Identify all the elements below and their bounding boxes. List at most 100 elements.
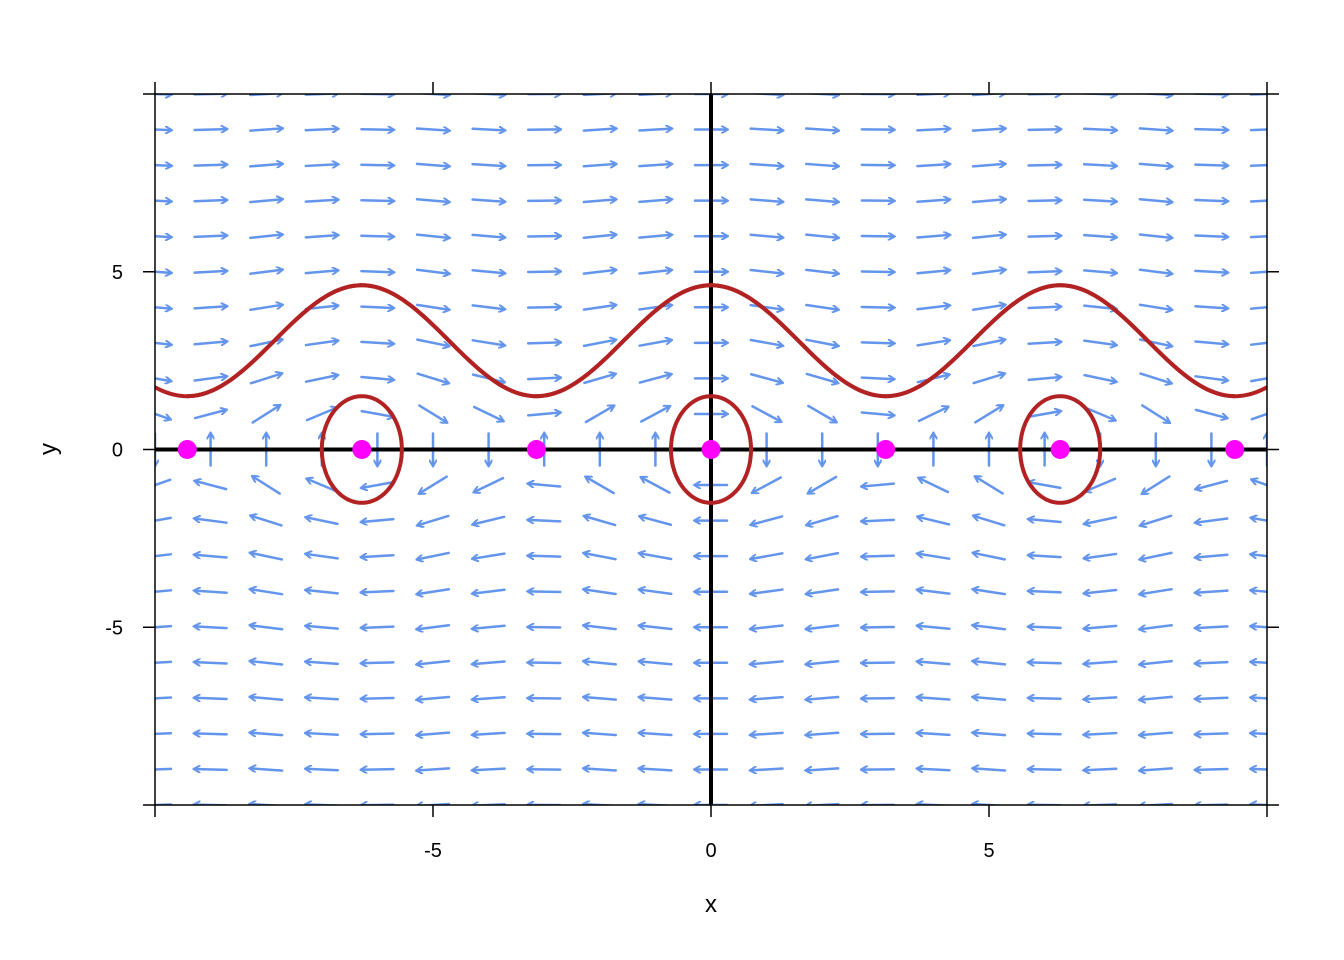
field-arrow	[1029, 662, 1062, 663]
field-arrow	[526, 378, 560, 379]
field-arrow	[1027, 411, 1061, 419]
field-arrow	[751, 405, 781, 421]
field-arrow	[1194, 408, 1227, 418]
field-arrow	[417, 661, 451, 664]
field-arrow	[360, 200, 393, 201]
field-arrow	[155, 129, 171, 130]
field-arrow	[1140, 551, 1173, 560]
field-arrow	[749, 372, 782, 382]
field-arrow	[471, 270, 505, 273]
field-arrow	[193, 306, 227, 308]
field-arrow	[361, 627, 395, 628]
field-arrow	[360, 342, 393, 344]
field-arrow	[1251, 590, 1267, 593]
field-arrow	[155, 271, 171, 273]
field-arrow	[582, 305, 616, 311]
field-arrow	[971, 305, 1005, 311]
equilibrium-point	[701, 440, 721, 459]
equilibrium-point	[352, 440, 372, 459]
field-arrow	[807, 404, 836, 422]
field-arrow	[1083, 373, 1116, 382]
field-arrow	[155, 341, 171, 345]
field-arrow	[1082, 129, 1116, 130]
field-arrow	[528, 627, 562, 628]
field-arrow	[415, 268, 449, 274]
field-arrow	[1139, 372, 1172, 384]
field-arrow	[1194, 165, 1227, 166]
field-arrow	[528, 591, 562, 592]
field-arrow	[248, 164, 282, 167]
field-arrow	[304, 164, 338, 166]
field-arrow	[1251, 626, 1267, 628]
field-arrow	[304, 270, 338, 273]
field-arrow	[251, 516, 283, 527]
field-arrow	[1138, 235, 1172, 238]
field-arrow	[253, 476, 281, 495]
field-arrow	[916, 235, 949, 238]
field-arrow	[638, 340, 671, 347]
field-arrow	[361, 769, 395, 770]
field-arrow	[1027, 377, 1061, 380]
y-tick-label: 5	[112, 262, 123, 284]
field-arrow	[749, 338, 782, 346]
field-arrow	[360, 129, 393, 130]
field-arrow	[361, 591, 395, 592]
field-arrow	[806, 624, 840, 629]
field-arrow	[1027, 129, 1061, 130]
field-arrow	[862, 484, 895, 487]
field-arrow	[249, 305, 282, 312]
field-arrow	[1251, 698, 1267, 700]
field-arrow	[155, 376, 171, 381]
field-arrow	[583, 374, 615, 385]
field-arrow	[155, 589, 173, 593]
field-arrow	[155, 731, 173, 736]
field-arrow	[526, 271, 560, 272]
field-arrow	[248, 128, 282, 130]
field-arrow	[582, 199, 616, 202]
field-arrow	[1249, 270, 1267, 275]
field-arrow	[1027, 271, 1061, 272]
field-arrow	[195, 519, 228, 524]
field-arrow	[1085, 516, 1118, 524]
field-arrow	[638, 374, 671, 384]
field-arrow	[1251, 554, 1267, 558]
field-arrow	[749, 235, 783, 238]
field-arrow	[1027, 342, 1061, 344]
field-arrow	[1195, 698, 1229, 699]
closed-orbit-trajectory	[669, 394, 753, 505]
field-arrow	[472, 405, 503, 421]
field-arrow	[751, 768, 784, 770]
field-arrow	[1027, 200, 1061, 201]
field-arrow	[1029, 698, 1062, 699]
field-arrow	[1138, 128, 1172, 130]
field-arrow	[804, 129, 838, 131]
field-arrow	[304, 235, 338, 237]
running-trajectory	[155, 283, 1235, 399]
field-arrow	[155, 624, 173, 629]
field-arrow	[805, 372, 838, 383]
field-arrow	[916, 270, 949, 273]
field-arrow	[1084, 552, 1118, 558]
field-arrow	[919, 478, 950, 494]
equilibrium-points	[177, 440, 1245, 459]
field-arrow	[193, 376, 227, 382]
field-arrow	[751, 515, 784, 524]
field-arrow	[974, 516, 1006, 527]
field-arrow	[971, 199, 1005, 202]
field-arrow	[1027, 307, 1061, 308]
field-arrow	[972, 340, 1004, 348]
field-arrow	[804, 164, 838, 166]
field-arrow	[1194, 306, 1227, 308]
field-arrow	[1249, 128, 1267, 132]
field-arrow	[749, 199, 783, 201]
field-arrow	[917, 697, 951, 699]
field-arrow	[1195, 662, 1229, 663]
field-arrow	[473, 552, 506, 559]
field-arrow	[749, 129, 783, 131]
field-arrow	[1195, 733, 1229, 734]
field-arrow	[1029, 482, 1062, 490]
field-arrow	[249, 374, 282, 385]
field-arrow	[1084, 662, 1118, 664]
field-arrow	[639, 626, 673, 631]
field-arrow	[471, 235, 505, 238]
